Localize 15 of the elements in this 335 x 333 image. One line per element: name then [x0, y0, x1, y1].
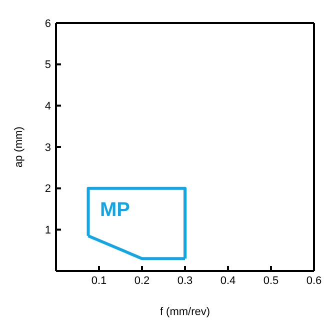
x-tick-label: 0.3: [177, 274, 193, 287]
x-tick-label: 0.6: [306, 274, 322, 287]
x-tick-label: 0.4: [220, 274, 236, 287]
y-tick-label: 6: [44, 18, 51, 30]
x-tick-label: 0.1: [91, 274, 107, 287]
y-tick-label: 4: [44, 100, 51, 113]
y-tick-label: 3: [44, 142, 51, 154]
y-tick-label: 5: [44, 59, 51, 72]
x-axis-title: f (mm/rev): [160, 306, 210, 318]
y-tick-label: 1: [44, 224, 51, 237]
x-tick-label: 0.5: [263, 274, 279, 287]
x-tick-label: 0.2: [134, 274, 150, 287]
annotation: MP: [100, 199, 130, 221]
y-tick-label: 2: [44, 183, 51, 196]
y-axis-title: ap (mm): [12, 126, 25, 168]
